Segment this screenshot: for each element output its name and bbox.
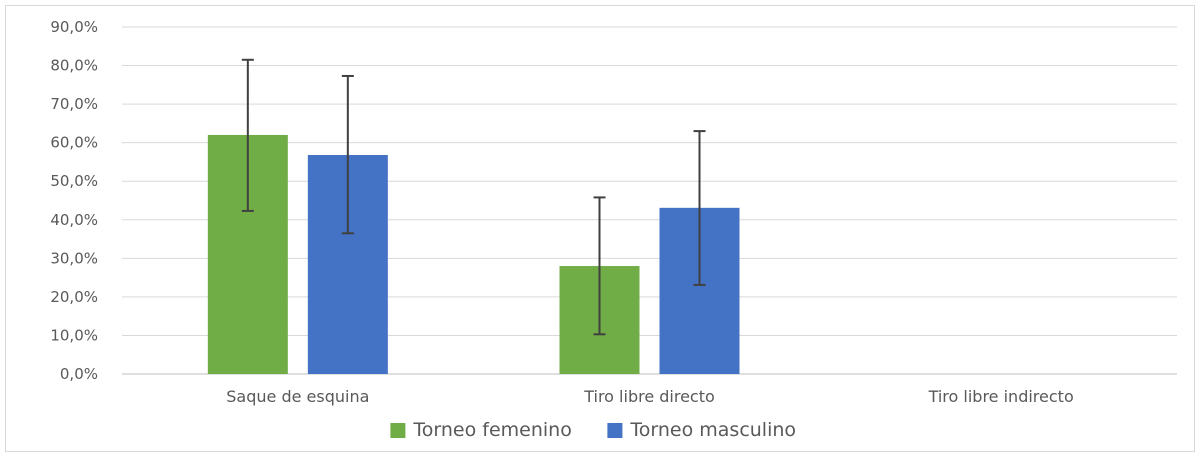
y-tick-label: 60,0% xyxy=(50,134,98,152)
y-axis: 0,0% 10,0% 20,0% 30,0% 40,0% 50,0% 60,0% 70,0% 8… xyxy=(50,18,98,383)
x-tick-label: Tiro libre directo xyxy=(583,387,715,406)
y-tick-label: 10,0% xyxy=(50,326,98,344)
y-tick-label: 40,0% xyxy=(50,211,98,229)
y-tick-label: 30,0% xyxy=(50,249,98,267)
y-tick-label: 20,0% xyxy=(50,288,98,306)
legend-label: Torneo femenino xyxy=(412,419,571,441)
y-tick-label: 90,0% xyxy=(50,18,98,36)
error-bars xyxy=(241,58,706,336)
x-tick-label: Saque de esquina xyxy=(226,387,369,406)
x-tick-label: Tiro libre indirecto xyxy=(928,387,1074,406)
y-tick-label: 50,0% xyxy=(50,172,98,190)
x-axis: Saque de esquina Tiro libre directo Tiro l… xyxy=(226,387,1073,406)
y-tick-label: 70,0% xyxy=(50,95,98,113)
legend-label: Torneo masculino xyxy=(629,419,796,441)
legend-swatch xyxy=(390,423,406,438)
bars xyxy=(207,134,740,374)
y-tick-label: 0,0% xyxy=(60,365,98,383)
gridlines xyxy=(122,26,1177,375)
legend-swatch xyxy=(607,423,623,438)
y-tick-label: 80,0% xyxy=(50,57,98,75)
legend: Torneo femenino Torneo masculino xyxy=(390,419,796,441)
